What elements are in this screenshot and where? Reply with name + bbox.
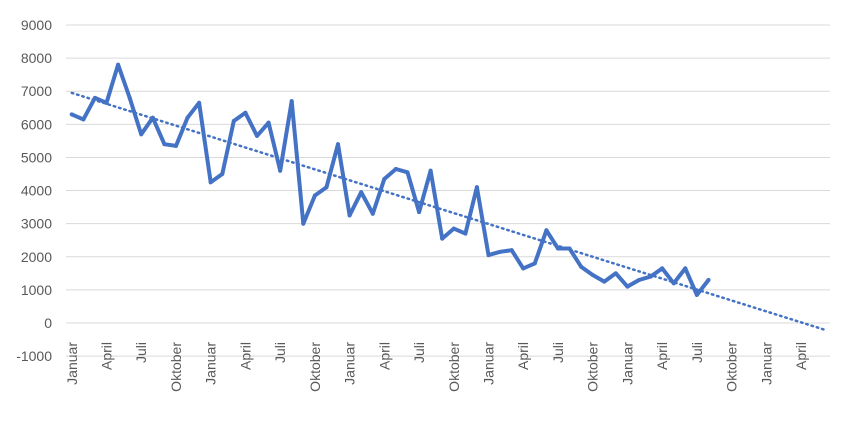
- data-point: [451, 226, 456, 231]
- data-point: [405, 170, 410, 175]
- gridlines: [66, 24, 830, 357]
- x-tick-label: Oktober: [724, 342, 740, 392]
- y-tick-label: 6000: [21, 116, 52, 132]
- data-point: [463, 231, 468, 236]
- data-point: [243, 110, 248, 115]
- y-axis-labels: -1000 0 1000 2000 3000 4000 5000 6000 7000 8000 90…: [16, 17, 52, 364]
- data-point: [440, 236, 445, 241]
- x-tick-label: Juli: [550, 342, 566, 363]
- data-point: [150, 115, 155, 120]
- data-point: [474, 185, 479, 190]
- x-tick-label: April: [515, 342, 531, 370]
- data-point: [185, 115, 190, 120]
- x-tick-label: Januar: [203, 342, 219, 385]
- x-tick-label: Oktober: [168, 342, 184, 392]
- x-tick-label: Juli: [689, 342, 705, 363]
- data-point: [428, 168, 433, 173]
- x-tick-label: Oktober: [307, 342, 323, 392]
- data-point: [336, 142, 341, 147]
- data-point: [637, 277, 641, 282]
- data-point: [162, 142, 167, 147]
- data-point: [509, 248, 514, 253]
- x-tick-label: Juli: [272, 342, 288, 363]
- y-tick-label: 2000: [21, 249, 52, 265]
- x-tick-label: April: [99, 342, 115, 370]
- data-point: [289, 99, 294, 104]
- x-tick-label: Juli: [411, 342, 427, 363]
- data-point: [382, 176, 387, 181]
- y-tick-label: 5000: [21, 149, 52, 165]
- data-point: [301, 221, 306, 226]
- data-point: [625, 284, 630, 289]
- x-tick-label: Januar: [619, 342, 635, 385]
- x-tick-label: April: [237, 342, 253, 370]
- x-tick-label: Juli: [133, 342, 149, 363]
- data-point: [521, 266, 526, 271]
- data-point: [417, 210, 422, 215]
- y-tick-label: 0: [44, 315, 52, 331]
- data-point: [81, 117, 86, 122]
- data-point: [393, 167, 398, 172]
- y-tick-label: -1000: [16, 348, 52, 364]
- trendline: [70, 91, 826, 331]
- data-point: [544, 228, 549, 233]
- x-tick-label: Januar: [64, 342, 80, 385]
- data-point: [602, 279, 607, 284]
- x-tick-label: Oktober: [585, 342, 601, 392]
- data-point: [69, 112, 74, 117]
- data-point: [555, 246, 560, 251]
- data-point: [278, 168, 283, 173]
- series-line: [69, 62, 711, 297]
- data-point: [579, 264, 584, 269]
- data-point: [613, 271, 618, 276]
- y-tick-label: 8000: [21, 50, 52, 66]
- data-point: [173, 143, 178, 148]
- data-point: [567, 246, 572, 251]
- x-tick-label: April: [654, 342, 670, 370]
- data-point: [532, 261, 537, 266]
- data-point: [139, 132, 144, 137]
- data-point: [347, 213, 352, 218]
- data-point: [370, 211, 375, 216]
- y-tick-label: 4000: [21, 183, 52, 199]
- data-point: [197, 100, 202, 105]
- data-point: [694, 292, 699, 297]
- y-tick-label: 1000: [21, 282, 52, 298]
- data-point: [220, 172, 225, 177]
- data-point: [590, 272, 595, 277]
- data-point: [706, 277, 711, 282]
- data-point: [92, 95, 97, 100]
- x-tick-label: Januar: [481, 342, 497, 385]
- x-tick-label: April: [793, 342, 809, 370]
- y-tick-label: 9000: [21, 17, 52, 33]
- data-point: [208, 180, 213, 185]
- data-point: [231, 119, 236, 124]
- data-point: [660, 266, 665, 271]
- y-tick-label: 7000: [21, 83, 52, 99]
- data-point: [683, 266, 688, 271]
- data-point: [116, 62, 121, 67]
- data-point: [324, 185, 329, 190]
- y-tick-label: 3000: [21, 216, 52, 232]
- x-tick-label: April: [376, 342, 392, 370]
- data-point: [648, 274, 653, 279]
- data-point: [266, 120, 271, 125]
- x-tick-label: Januar: [342, 342, 358, 385]
- data-point: [359, 190, 364, 195]
- x-tick-label: Januar: [758, 342, 774, 385]
- data-point: [255, 133, 259, 138]
- data-point: [312, 193, 317, 198]
- x-axis-labels: Januar April Juli Oktober Januar April Juli Okt…: [64, 342, 809, 392]
- data-point: [671, 281, 676, 286]
- x-tick-label: Oktober: [446, 342, 462, 392]
- data-point: [127, 95, 132, 100]
- data-point: [486, 253, 491, 258]
- plot-area: [69, 62, 826, 331]
- data-point: [104, 100, 109, 105]
- data-point: [498, 249, 503, 254]
